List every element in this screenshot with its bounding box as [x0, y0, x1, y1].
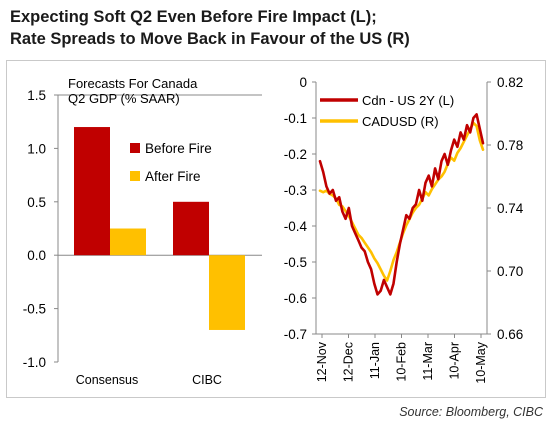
bar-title-line-1: Forecasts For Canada — [68, 76, 198, 91]
line-right-tick-label: 0.70 — [497, 264, 523, 279]
bar-consensus-before-fire — [74, 127, 110, 256]
chart-frame — [6, 60, 546, 398]
bar-y-tick-label: 0.0 — [27, 248, 46, 263]
legend-label-before-fire: Before Fire — [145, 141, 212, 156]
bar-cibc-after-fire — [209, 255, 245, 330]
line-left-tick-label: -0.6 — [284, 291, 307, 306]
line-right-tick-label: 0.82 — [497, 75, 523, 90]
bar-y-tick-label: -0.5 — [23, 302, 46, 317]
line-left-tick-label: 0 — [299, 75, 307, 90]
title-line-1: Expecting Soft Q2 Even Before Fire Impac… — [10, 8, 377, 26]
line-x-tick-label: 10-May — [474, 341, 488, 383]
title-line-2: Rate Spreads to Move Back in Favour of t… — [10, 30, 410, 48]
line-right-tick-label: 0.74 — [497, 201, 524, 216]
line-right-tick-label: 0.78 — [497, 138, 523, 153]
line-left-tick-label: -0.4 — [284, 219, 308, 234]
line-x-tick-label: 10-Apr — [448, 342, 462, 380]
bar-consensus-after-fire — [110, 228, 146, 256]
line-left-tick-label: -0.1 — [284, 111, 307, 126]
series-line-cdn-us-2y — [318, 113, 485, 296]
bar-category-consensus: Consensus — [76, 373, 139, 387]
bar-title-line-2: Q2 GDP (% SAAR) — [68, 91, 180, 106]
bar-y-tick-label: 1.5 — [27, 88, 46, 103]
line-left-tick-label: -0.5 — [284, 255, 307, 270]
bar-chart: 1.5 1.0 0.5 0.0 -0.5 -1.0 Forecasts For Canad… — [23, 76, 262, 387]
line-x-tick-label: 11-Jan — [368, 342, 382, 379]
bar-y-tick-label: 1.0 — [27, 141, 46, 156]
line-left-tick-label: -0.7 — [284, 327, 307, 342]
bar-cibc-before-fire — [173, 201, 209, 256]
legend-label-after-fire: After Fire — [145, 169, 201, 184]
line-x-tick-label: 10-Feb — [395, 342, 409, 382]
source-note: Source: Bloomberg, CIBC — [399, 405, 543, 419]
legend-label-cdn-us: Cdn - US 2Y (L) — [362, 93, 454, 108]
chart-title-block: Expecting Soft Q2 Even Before Fire Impac… — [10, 6, 550, 50]
line-x-tick-label: 11-Mar — [421, 342, 435, 381]
legend-swatch-before-fire — [130, 143, 140, 153]
line-x-tick-label: 12-Nov — [315, 341, 329, 382]
line-x-tick-label: 12-Dec — [342, 342, 356, 382]
legend-swatch-after-fire — [130, 171, 140, 181]
bar-y-tick-label: 0.5 — [27, 195, 46, 210]
legend-label-cadusd: CADUSD (R) — [362, 114, 439, 129]
bar-y-tick-label: -1.0 — [23, 355, 46, 370]
bar-category-cibc: CIBC — [192, 373, 222, 387]
line-left-tick-label: -0.3 — [284, 183, 307, 198]
line-left-tick-label: -0.2 — [284, 147, 307, 162]
line-chart: 0 -0.1 -0.2 -0.3 -0.4 -0.5 -0.6 -0.7 0.82 0.78 0.… — [284, 75, 524, 384]
line-right-tick-label: 0.66 — [497, 327, 523, 342]
